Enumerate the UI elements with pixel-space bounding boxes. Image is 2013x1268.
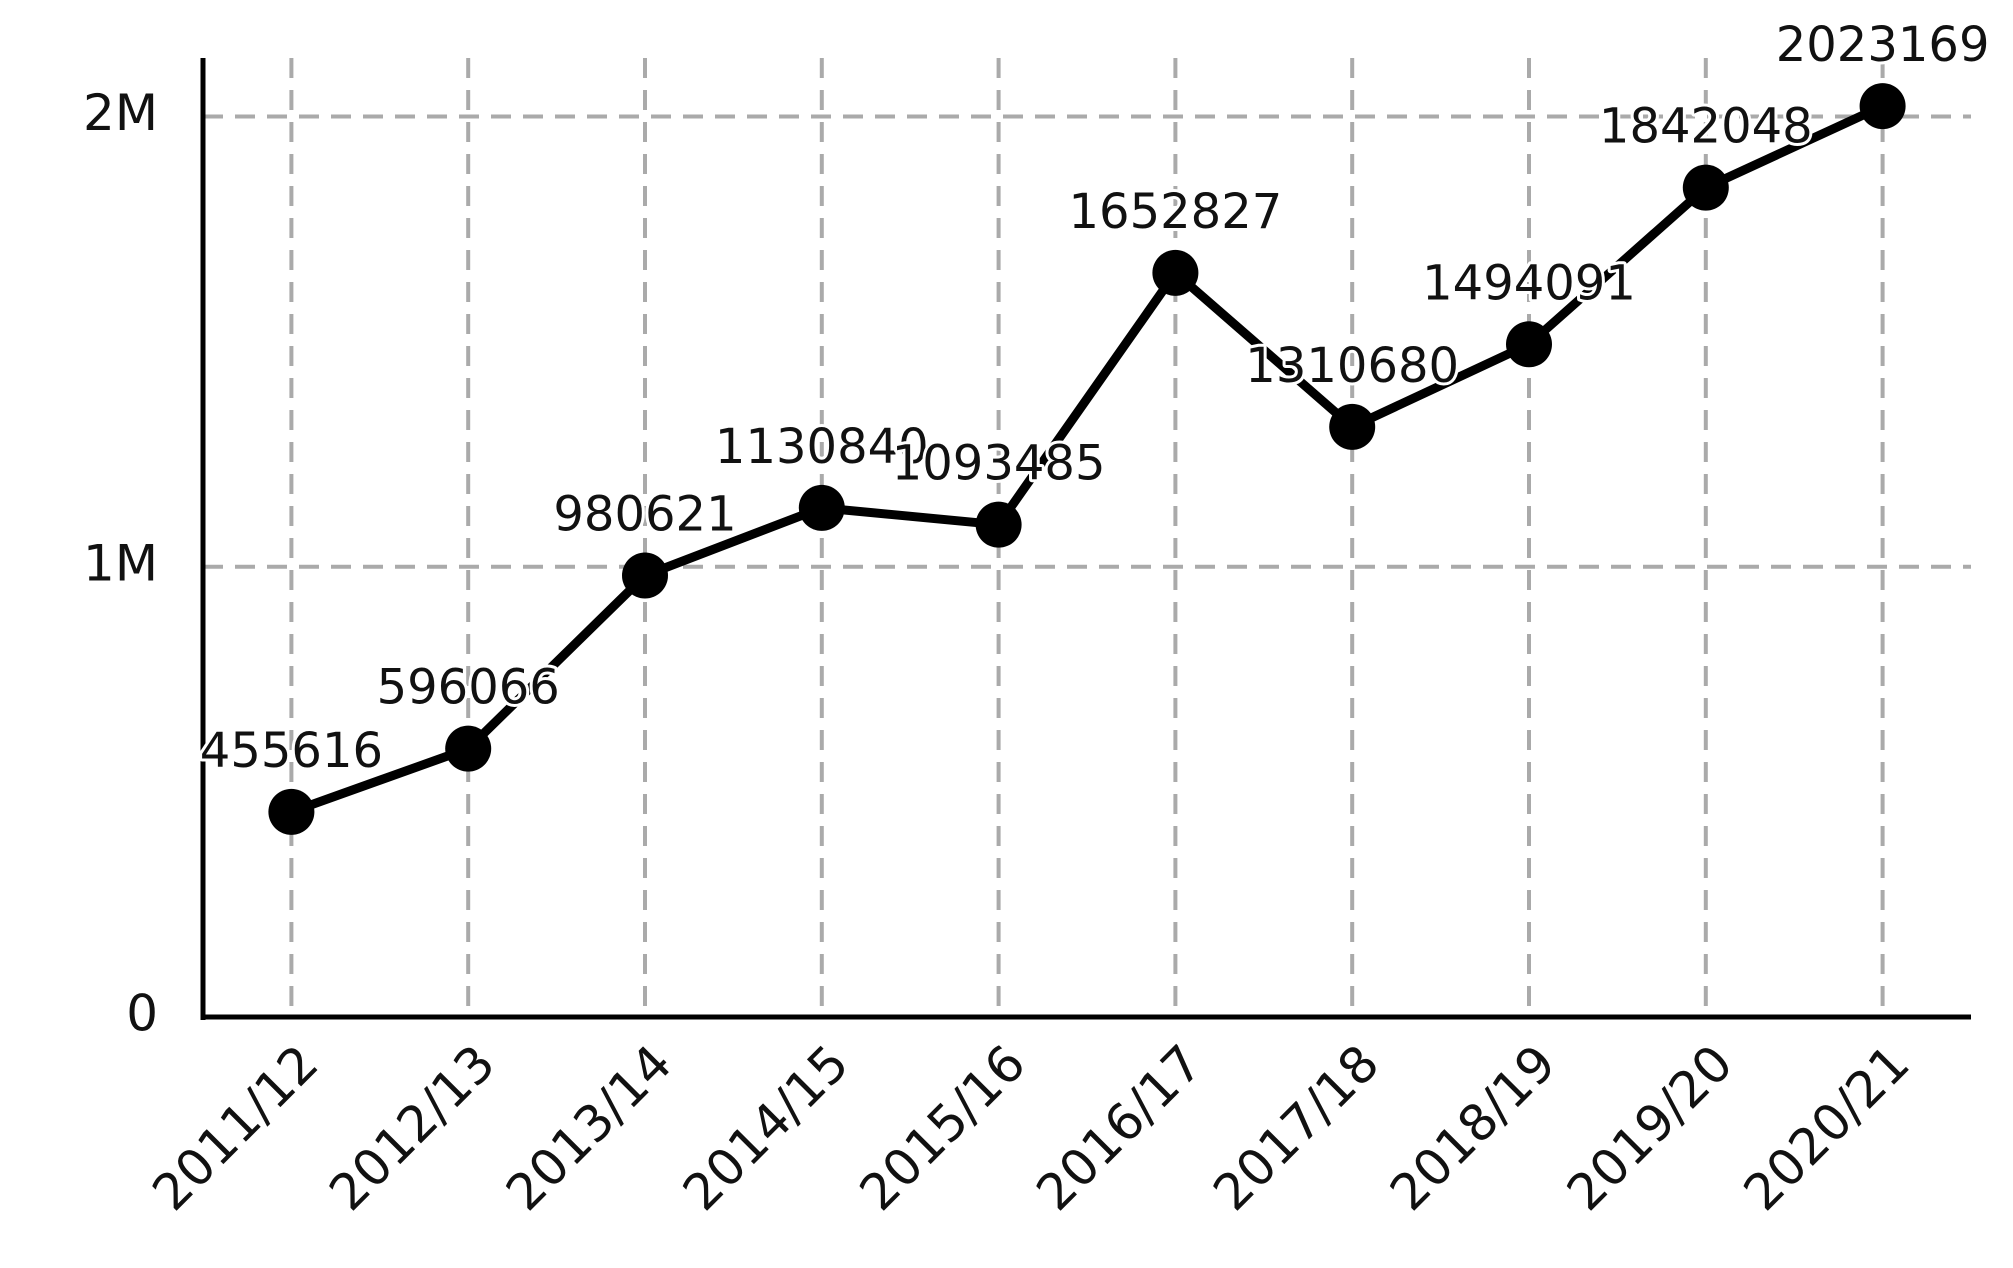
line — [289, 102, 1885, 817]
marker — [798, 484, 845, 531]
marker — [622, 552, 668, 599]
y-tick-label: 1M — [83, 534, 158, 592]
x-tick-label: 2011/12 — [142, 1034, 330, 1222]
y-tick-label: 0 — [126, 985, 158, 1043]
x-tick-label: 2019/20 — [1556, 1034, 1744, 1222]
x-tick-label: 2020/21 — [1733, 1034, 1921, 1222]
data-label: 2023169 — [1776, 17, 1990, 73]
data-label: 1652827 — [1069, 184, 1283, 240]
x-tick-label: 2012/13 — [318, 1034, 506, 1222]
marker — [1329, 403, 1376, 450]
marker — [268, 788, 315, 835]
marker — [975, 501, 1022, 548]
data-label: 455616 — [200, 723, 383, 779]
data-label: 1310680 — [1245, 338, 1459, 394]
data-label: 596066 — [377, 660, 560, 716]
data-label: 1842048 — [1599, 99, 1813, 155]
x-tick-label: 2017/18 — [1202, 1034, 1390, 1222]
marker — [1152, 249, 1199, 296]
data-label: 1093485 — [892, 436, 1106, 492]
x-tick-label: 2015/16 — [849, 1034, 1037, 1222]
y-tick-label: 2M — [83, 84, 158, 142]
x-tick-label: 2013/14 — [495, 1034, 683, 1222]
marker — [445, 725, 492, 772]
marker — [1859, 83, 1906, 130]
x-tick-label: 2016/17 — [1026, 1034, 1214, 1222]
x-tick-label: 2018/19 — [1379, 1034, 1567, 1222]
marker — [1506, 321, 1552, 368]
marker — [1682, 164, 1729, 211]
data-label: 1130840 — [715, 419, 929, 475]
x-tick-label: 2014/15 — [672, 1034, 860, 1222]
data-label: 980621 — [553, 486, 736, 542]
data-label: 1494091 — [1422, 255, 1636, 311]
